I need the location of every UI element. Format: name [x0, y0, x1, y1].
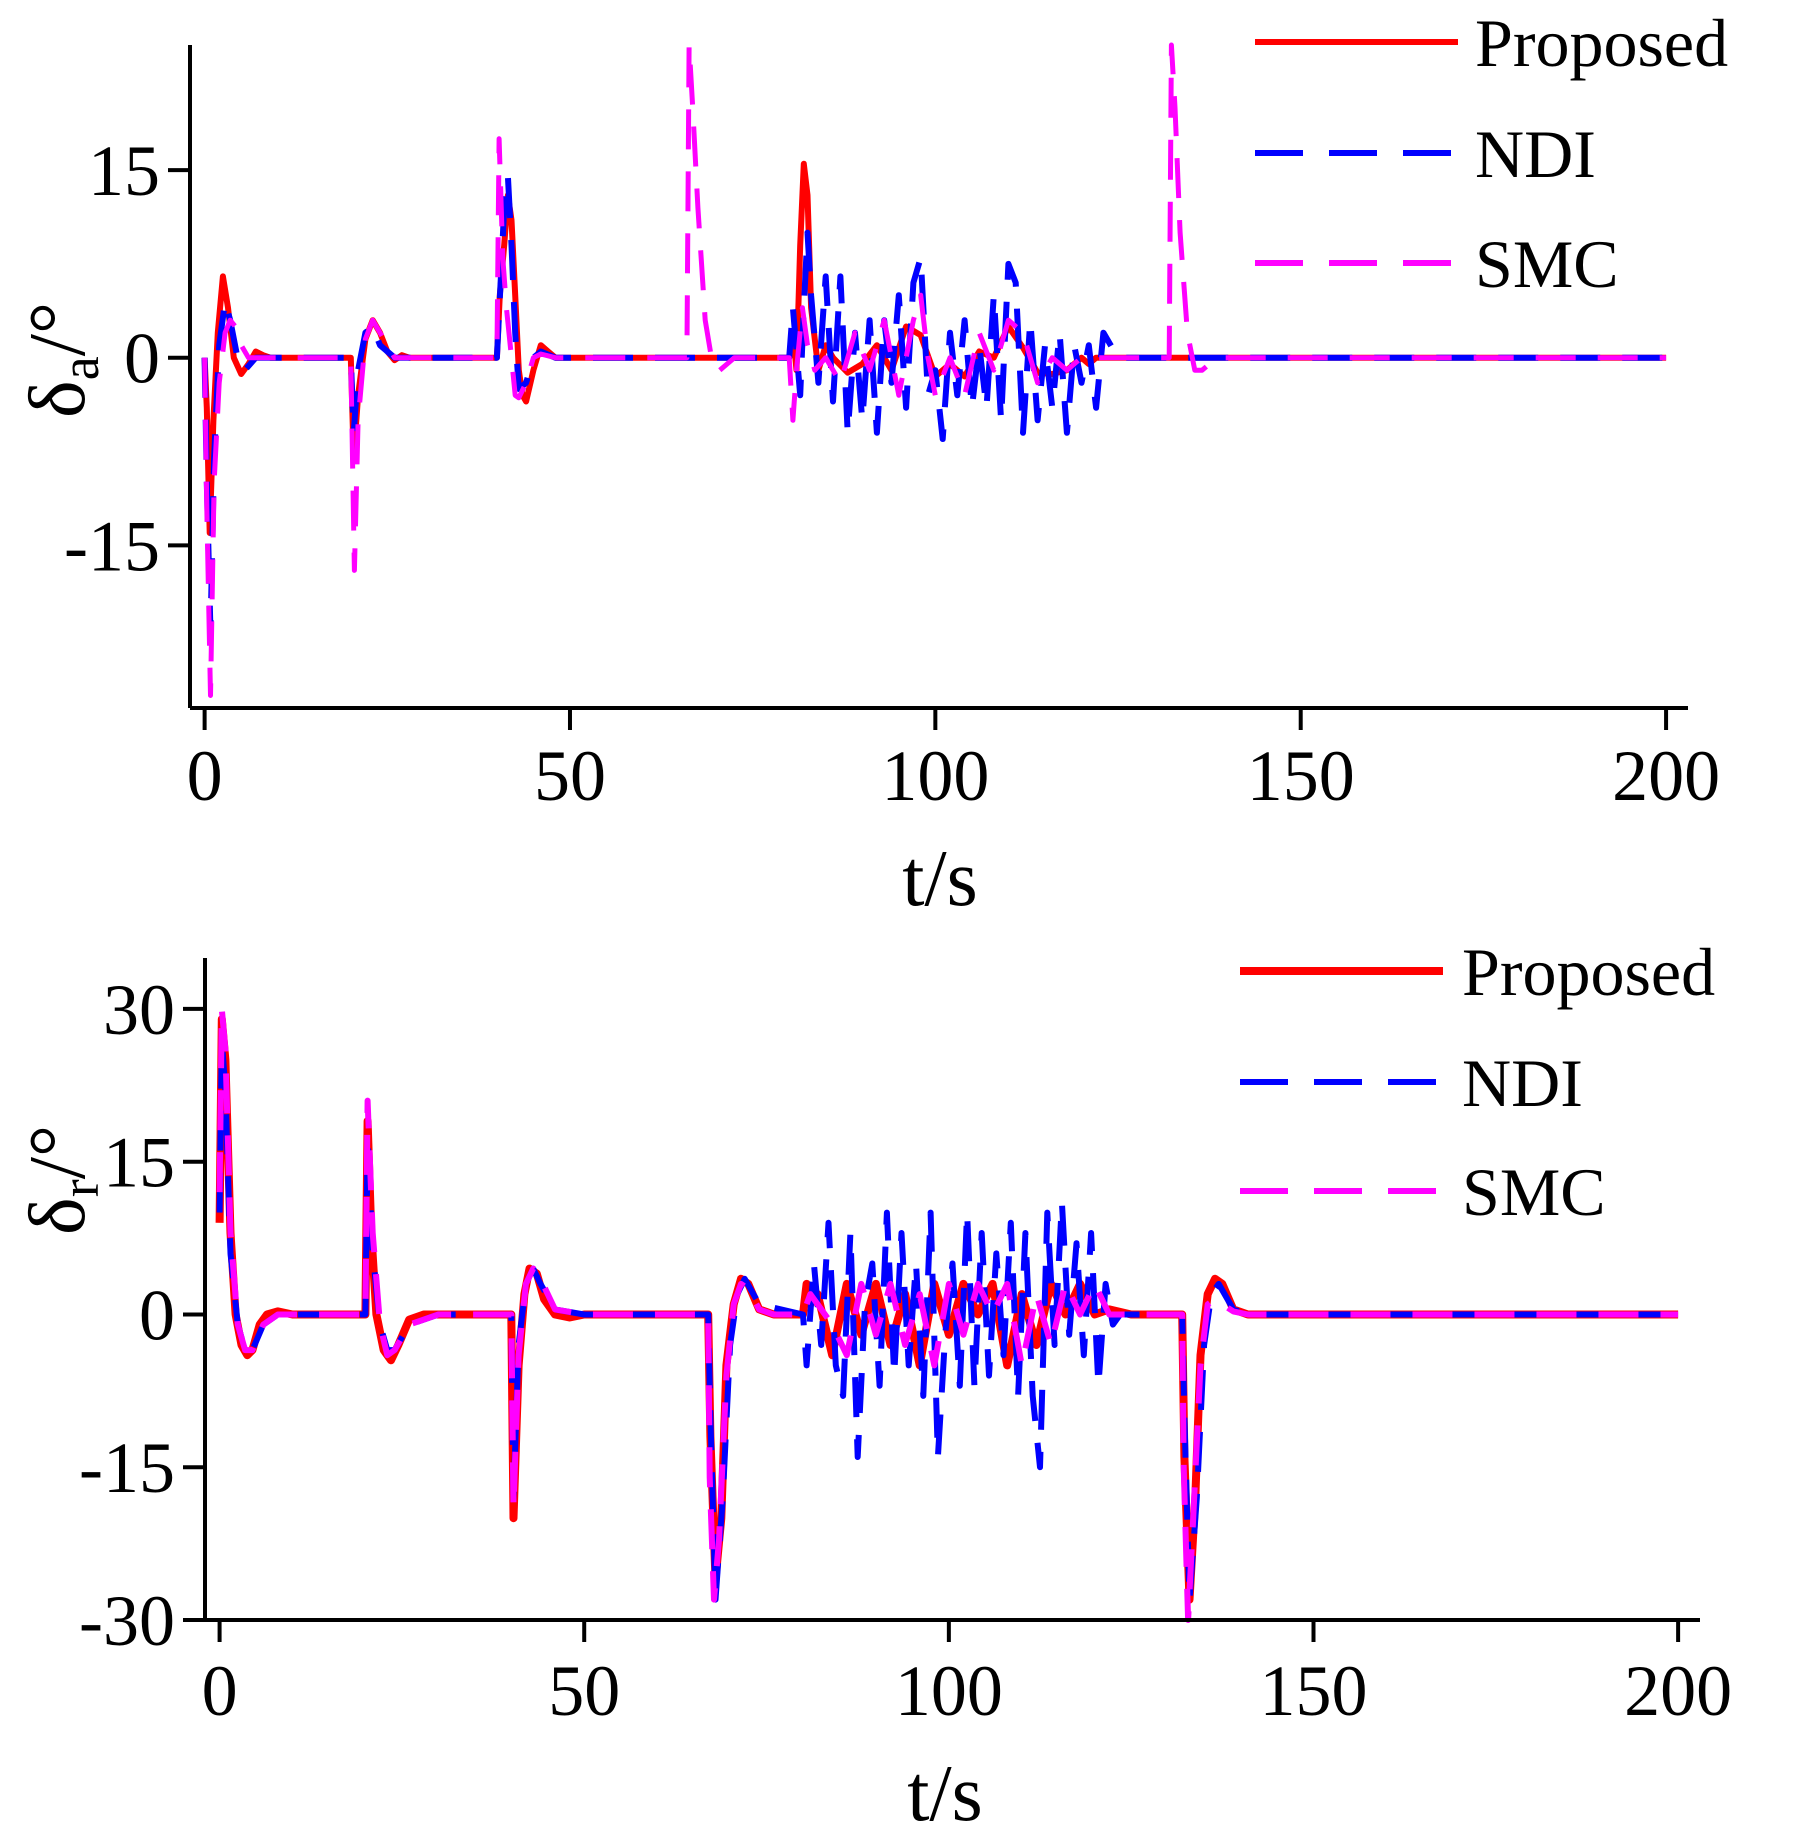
- legend-entry-proposed: Proposed: [1255, 5, 1728, 81]
- x-tick-label: 200: [1612, 736, 1720, 816]
- y-tick-label: 15: [103, 1123, 175, 1203]
- legend-label-ndi: NDI: [1475, 116, 1596, 192]
- legend-label-ndi: NDI: [1462, 1045, 1583, 1121]
- legend-entry-smc: SMC: [1240, 1154, 1606, 1230]
- y-tick-label: 30: [103, 970, 175, 1050]
- rudder-y-axis-label: δr/°: [14, 1125, 110, 1235]
- series-line-smc: [202, 42, 1667, 698]
- x-tick-label: 100: [895, 1651, 1003, 1731]
- x-tick-label: 200: [1624, 1651, 1732, 1731]
- rudder-legend: Proposed NDI SMC: [1240, 934, 1715, 1230]
- aileron-series-group: [201, 42, 1667, 698]
- y-tick-label: 0: [139, 1275, 175, 1355]
- x-tick-label: 150: [1259, 1651, 1367, 1731]
- legend-label-smc: SMC: [1475, 226, 1619, 302]
- x-tick-label: 150: [1247, 736, 1355, 816]
- series-line-proposed: [201, 160, 1667, 536]
- aileron-y-axis-label: δa/°: [14, 302, 110, 418]
- aileron-legend: Proposed NDI SMC: [1255, 5, 1728, 302]
- series-line-ndi: [201, 173, 1667, 636]
- y-tick-label: 15: [88, 131, 160, 211]
- aileron-x-axis-label: t/s: [902, 835, 978, 923]
- x-tick-label: 0: [187, 736, 223, 816]
- legend-label-proposed: Proposed: [1475, 5, 1728, 81]
- legend-entry-ndi: NDI: [1240, 1045, 1583, 1121]
- y-tick-label: -15: [79, 1428, 175, 1508]
- y-tick-label: -15: [64, 506, 160, 586]
- y-tick-label: -30: [79, 1581, 175, 1661]
- series-line-smc: [216, 1005, 1679, 1623]
- y-tick-label: 0: [124, 319, 160, 399]
- legend-label-smc: SMC: [1462, 1154, 1606, 1230]
- legend-label-proposed: Proposed: [1462, 934, 1715, 1010]
- legend-entry-proposed: Proposed: [1240, 934, 1715, 1010]
- x-tick-label: 50: [534, 736, 606, 816]
- x-tick-label: 50: [548, 1651, 620, 1731]
- legend-entry-smc: SMC: [1255, 226, 1619, 302]
- x-tick-label: 0: [202, 1651, 238, 1731]
- series-line-ndi: [216, 1036, 1679, 1603]
- rudder-series-group: [215, 1005, 1679, 1623]
- legend-entry-ndi: NDI: [1255, 116, 1596, 192]
- rudder-x-axis-label: t/s: [907, 1750, 983, 1830]
- x-tick-label: 100: [881, 736, 989, 816]
